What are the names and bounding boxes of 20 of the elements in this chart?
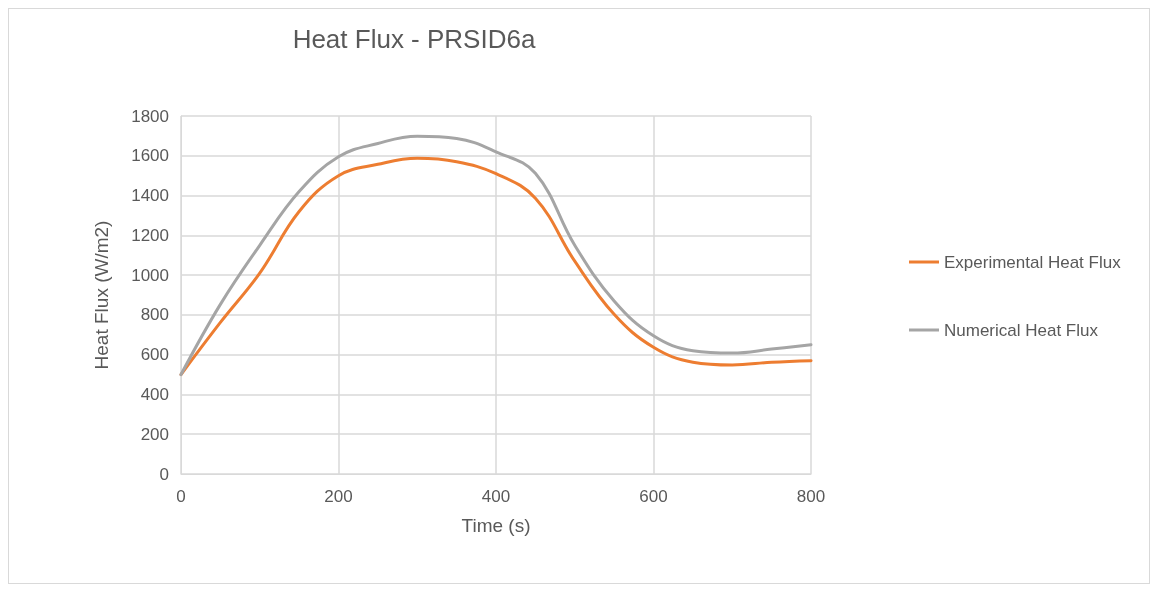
x-axis-title: Time (s) — [461, 515, 531, 536]
y-tick-label: 1000 — [131, 265, 169, 285]
y-tick-label: 0 — [159, 464, 169, 484]
x-tick-label: 200 — [324, 487, 353, 506]
y-tick-label: 1400 — [131, 186, 169, 206]
x-tick-label: 800 — [796, 487, 826, 506]
y-tick-label: 800 — [140, 305, 169, 325]
x-tick-label: 600 — [639, 487, 668, 506]
y-tick-label: 200 — [140, 424, 169, 444]
x-tick-label: 0 — [176, 487, 186, 506]
y-tick-label: 400 — [140, 384, 169, 404]
y-tick-label: 1200 — [131, 225, 169, 245]
y-tick-label: 600 — [140, 345, 169, 365]
chart-title: Heat Flux - PRSID6a — [292, 24, 536, 54]
y-axis-title: Heat Flux (W/m2) — [91, 220, 112, 370]
legend-label: Experimental Heat Flux — [944, 252, 1122, 272]
legend-label: Numerical Heat Flux — [944, 320, 1099, 340]
y-tick-label: 1800 — [131, 106, 169, 126]
x-tick-label: 400 — [481, 487, 511, 506]
y-tick-label: 1600 — [131, 146, 169, 166]
